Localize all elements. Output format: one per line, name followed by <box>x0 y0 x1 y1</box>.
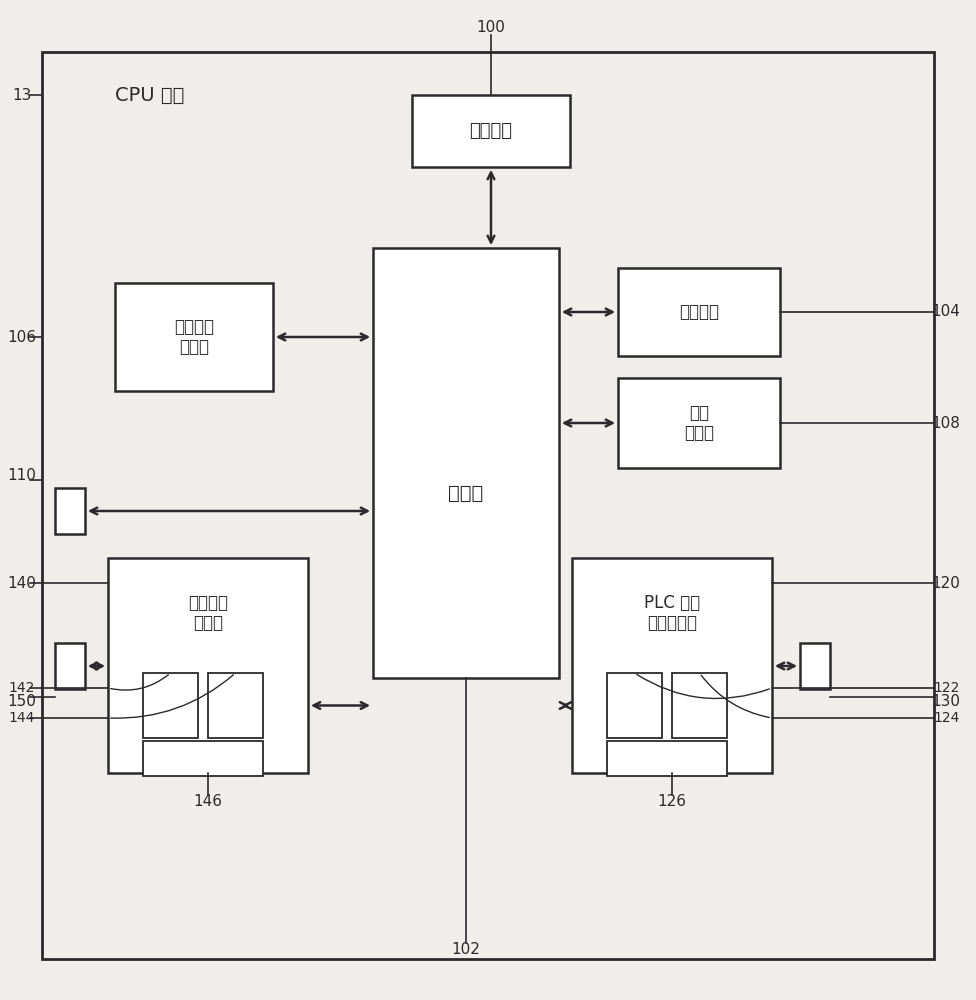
Text: 130: 130 <box>931 694 960 708</box>
FancyBboxPatch shape <box>412 95 570 167</box>
Text: 126: 126 <box>658 794 686 808</box>
FancyBboxPatch shape <box>607 741 727 776</box>
Text: PLC 系统
总线控制器: PLC 系统 总线控制器 <box>644 594 700 632</box>
Text: 106: 106 <box>8 330 36 344</box>
FancyBboxPatch shape <box>672 673 727 738</box>
Text: 124: 124 <box>934 711 960 725</box>
FancyBboxPatch shape <box>55 488 85 534</box>
Text: 150: 150 <box>8 694 36 708</box>
Text: 144: 144 <box>9 711 35 725</box>
Text: 108: 108 <box>931 416 960 430</box>
FancyBboxPatch shape <box>42 52 934 959</box>
Text: CPU 单元: CPU 单元 <box>115 86 184 104</box>
FancyBboxPatch shape <box>618 378 780 468</box>
FancyBboxPatch shape <box>373 248 559 678</box>
Text: 146: 146 <box>193 794 223 808</box>
Text: 104: 104 <box>931 304 960 320</box>
FancyBboxPatch shape <box>143 673 198 738</box>
Text: 142: 142 <box>9 681 35 695</box>
FancyBboxPatch shape <box>800 643 830 689</box>
FancyBboxPatch shape <box>55 643 85 689</box>
FancyBboxPatch shape <box>208 673 263 738</box>
Text: 非易失性
存储器: 非易失性 存储器 <box>174 318 214 356</box>
FancyBboxPatch shape <box>143 741 263 776</box>
Text: 100: 100 <box>476 20 506 35</box>
Text: 现场网络
控制器: 现场网络 控制器 <box>188 594 228 632</box>
Text: 芊片组: 芊片组 <box>448 484 484 502</box>
FancyBboxPatch shape <box>618 268 780 356</box>
Text: 102: 102 <box>452 942 480 958</box>
FancyBboxPatch shape <box>115 283 273 391</box>
Text: 系统
定时器: 系统 定时器 <box>684 404 714 442</box>
Text: 120: 120 <box>931 576 960 590</box>
Text: 微处理器: 微处理器 <box>469 122 512 140</box>
FancyBboxPatch shape <box>572 558 772 773</box>
Text: 110: 110 <box>8 468 36 484</box>
Text: 13: 13 <box>13 88 31 103</box>
Text: 140: 140 <box>8 576 36 590</box>
Text: 122: 122 <box>934 681 960 695</box>
FancyBboxPatch shape <box>108 558 308 773</box>
FancyBboxPatch shape <box>607 673 662 738</box>
Text: 主存储器: 主存储器 <box>679 303 719 321</box>
